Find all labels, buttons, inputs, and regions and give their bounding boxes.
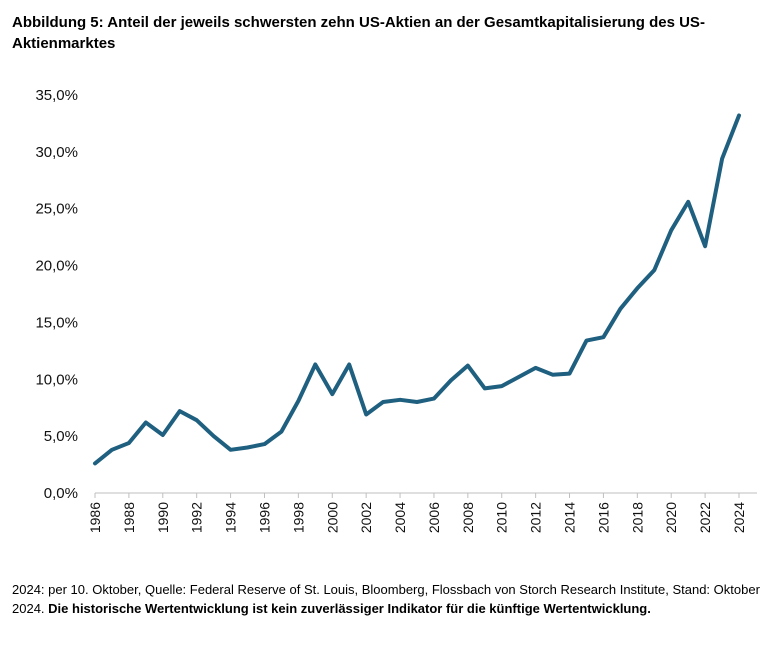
y-tick-label: 20,0%	[35, 258, 78, 275]
x-tick-label: 1988	[121, 502, 137, 533]
y-tick-label: 35,0%	[35, 87, 78, 104]
y-axis-ticks: 0,0% 5,0% 10,0% 15,0% 20,0% 25,0% 30,0% 35,0%	[35, 87, 78, 502]
x-tick-label: 2010	[494, 502, 510, 533]
line-chart: 0,0% 5,0% 10,0% 15,0% 20,0% 25,0% 30,0% 35,0% 1…	[35, 87, 757, 533]
x-tick-label: 1994	[223, 502, 239, 533]
y-tick-label: 25,0%	[35, 201, 78, 218]
footer-note: 2024: per 10. Oktober, Quelle: Federal R…	[12, 580, 772, 618]
x-tick-label: 2008	[460, 502, 476, 533]
x-tick-label: 1996	[256, 502, 272, 533]
x-tick-label: 2022	[697, 502, 713, 533]
x-tick-label: 2004	[392, 502, 408, 533]
x-tick-label: 1990	[155, 502, 171, 533]
x-tick-label: 1998	[290, 502, 306, 533]
x-tick-label: 2006	[426, 502, 442, 533]
x-tick-label: 1992	[189, 502, 205, 533]
disclaimer: Die historische Wertentwicklung ist kein…	[48, 601, 651, 616]
y-tick-label: 0,0%	[44, 485, 78, 502]
x-tick-label: 2020	[663, 502, 679, 533]
x-tick-label: 2014	[562, 502, 578, 533]
x-tick-label: 2012	[528, 502, 544, 533]
y-tick-label: 30,0%	[35, 144, 78, 161]
series-line	[93, 113, 741, 466]
x-tick-label: 2002	[358, 502, 374, 533]
source-note: 2024: per 10. Oktober, Quelle: Federal R…	[12, 582, 760, 616]
y-tick-label: 5,0%	[44, 428, 78, 445]
chart-title: Abbildung 5: Anteil der jeweils schwerst…	[12, 14, 705, 52]
x-axis-ticks: 1986 1988 1990 1992 1994 1996 1998 2000 2002 2004…	[87, 493, 747, 533]
x-tick-label: 2024	[731, 502, 747, 533]
y-tick-label: 15,0%	[35, 314, 78, 331]
plot-area	[93, 113, 741, 466]
x-tick-label: 2000	[324, 502, 340, 533]
x-tick-label: 2018	[629, 502, 645, 533]
x-tick-label: 1986	[87, 502, 103, 533]
y-tick-label: 10,0%	[35, 371, 78, 388]
x-tick-label: 2016	[595, 502, 611, 533]
